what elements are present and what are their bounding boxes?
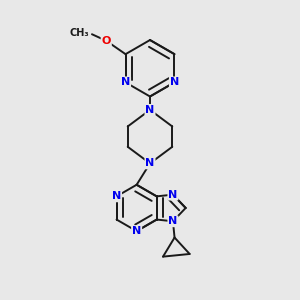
- Text: N: N: [168, 190, 178, 200]
- Text: N: N: [112, 191, 121, 201]
- Text: O: O: [101, 36, 111, 46]
- Text: N: N: [146, 158, 154, 168]
- Text: N: N: [168, 216, 178, 226]
- Text: N: N: [132, 226, 141, 236]
- Text: N: N: [146, 105, 154, 115]
- Text: N: N: [170, 77, 179, 87]
- Text: N: N: [121, 77, 130, 87]
- Text: CH₃: CH₃: [69, 28, 89, 38]
